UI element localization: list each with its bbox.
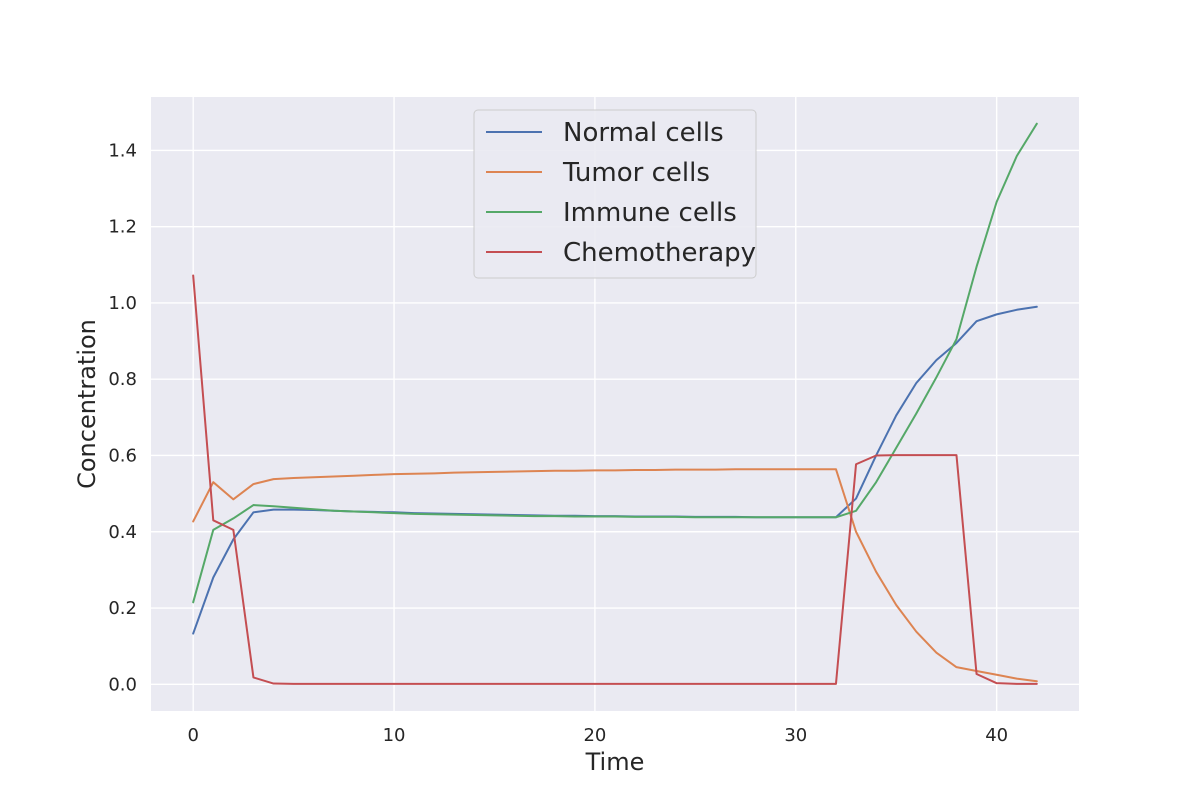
legend-label: Normal cells xyxy=(563,118,724,148)
legend-label: Immune cells xyxy=(563,198,737,228)
y-tick-label: 1.2 xyxy=(108,217,137,238)
x-tick-label: 40 xyxy=(985,725,1008,746)
series-line-tumor-cells xyxy=(192,468,1038,683)
y-axis-ticks: 0.0 0.2 0.4 0.6 0.8 1.0 1.2 1.4 xyxy=(108,140,137,695)
series-line-immune-cells xyxy=(192,122,1038,604)
x-tick-label: 0 xyxy=(187,725,198,746)
x-axis-label: Time xyxy=(585,748,645,776)
legend-label: Tumor cells xyxy=(562,158,710,188)
y-tick-label: 0.6 xyxy=(108,445,137,466)
y-axis-label: Concentration xyxy=(73,319,101,489)
series-line-chemotherapy xyxy=(192,274,1038,685)
y-tick-label: 1.4 xyxy=(108,140,137,161)
x-axis-ticks: 0 10 20 30 40 xyxy=(187,725,1008,746)
legend: Normal cells Tumor cells Immune cells Chemo… xyxy=(473,109,757,279)
legend-box xyxy=(473,109,757,279)
y-tick-label: 0.2 xyxy=(108,598,137,619)
y-tick-label: 0.0 xyxy=(108,674,137,695)
y-tick-label: 1.0 xyxy=(108,293,137,314)
x-tick-label: 10 xyxy=(383,725,406,746)
x-tick-label: 30 xyxy=(784,725,807,746)
series-lines xyxy=(192,122,1038,685)
legend-label: Chemotherapy xyxy=(563,238,756,268)
y-tick-label: 0.8 xyxy=(108,369,137,390)
x-tick-label: 20 xyxy=(583,725,606,746)
y-tick-label: 0.4 xyxy=(108,522,137,543)
